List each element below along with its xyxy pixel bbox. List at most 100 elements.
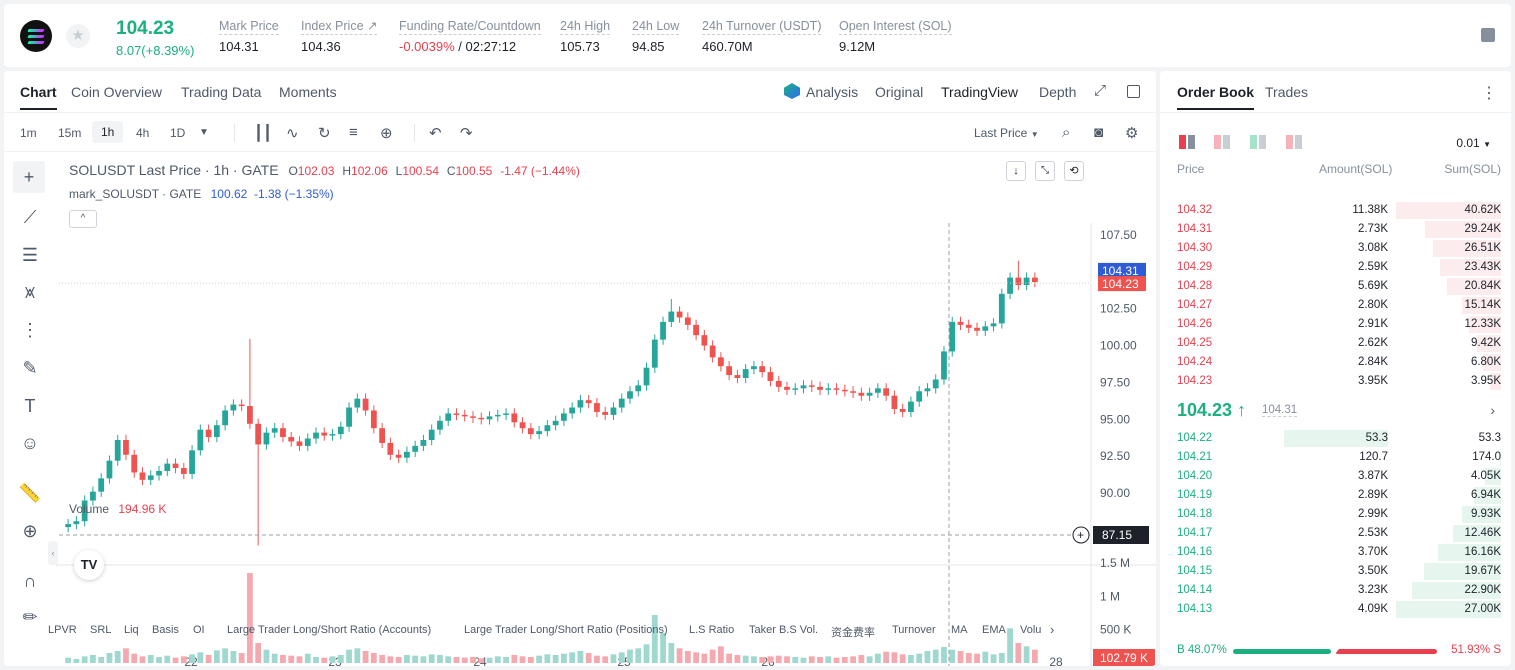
settings-list-icon[interactable]: ≡: [349, 124, 358, 141]
timeframe-1d[interactable]: 1D: [170, 126, 186, 140]
layout-alt-icon[interactable]: [1286, 135, 1302, 149]
ask-sum: 40.62K: [1464, 204, 1501, 216]
tab-trading-data[interactable]: Trading Data: [181, 84, 262, 100]
indicator-liq[interactable]: Liq: [124, 624, 139, 636]
tab-chart[interactable]: Chart: [20, 84, 57, 110]
timeframe-15m[interactable]: 15m: [58, 126, 82, 140]
camera-icon[interactable]: ◙: [1094, 124, 1104, 141]
layout-bids-icon[interactable]: [1250, 135, 1266, 149]
favorite-star-icon[interactable]: ★: [66, 24, 90, 48]
indicator-ma[interactable]: MA: [951, 624, 968, 636]
volume-bar: [602, 656, 609, 663]
view-original[interactable]: Original: [875, 84, 924, 100]
ask-row[interactable]: 104.23 3.95K 3.95K: [1160, 372, 1511, 391]
volume-bar: [486, 657, 493, 663]
ask-row[interactable]: 104.26 2.91K 12.33K: [1160, 315, 1511, 334]
indicators-icon[interactable]: ∿: [286, 125, 299, 142]
bid-row[interactable]: 104.15 3.50K 19.67K: [1160, 562, 1511, 581]
fib-icon[interactable]: ⋮: [21, 320, 39, 340]
trendline-icon[interactable]: ⟋: [23, 207, 37, 227]
indicator-turnover[interactable]: Turnover: [892, 624, 936, 636]
timeframe-4h[interactable]: 4h: [136, 126, 150, 140]
chart-toolbar: 1m 15m 1h 4h 1D ▼ ┃┃ ∿ ↻ ≡ ⊕ ↶ ↷ Last Pr…: [4, 114, 1156, 152]
indicator-taker-vol[interactable]: Taker B.S Vol.: [749, 624, 819, 636]
indicator-large-trader-accounts[interactable]: Large Trader Long/Short Ratio (Accounts): [227, 624, 432, 636]
chevron-down-icon[interactable]: ▼: [199, 127, 209, 138]
bid-row[interactable]: 104.13 4.09K 27.00K: [1160, 600, 1511, 619]
fullscreen-icon[interactable]: [1127, 85, 1140, 98]
undo-icon[interactable]: ↶: [429, 125, 442, 142]
chevron-right-icon[interactable]: ›: [1490, 402, 1495, 418]
timeframe-1h[interactable]: 1h: [92, 121, 124, 143]
crosshair-icon[interactable]: +: [13, 161, 45, 193]
price-chart[interactable]: 107.50 102.50 100.00 97.50 95.00 92.50 90.00 1.…: [4, 153, 1156, 666]
add-indicator-icon[interactable]: ⊕: [380, 125, 393, 142]
document-icon[interactable]: [1481, 28, 1495, 42]
timeframe-1m[interactable]: 1m: [20, 126, 37, 140]
indicator-volume[interactable]: Volu: [1020, 624, 1042, 636]
text-icon[interactable]: T: [24, 396, 36, 416]
ask-row[interactable]: 104.28 5.69K 20.84K: [1160, 277, 1511, 296]
bid-row[interactable]: 104.16 3.70K 16.16K: [1160, 543, 1511, 562]
pencil-lock-icon[interactable]: ✏: [22, 607, 38, 627]
layout-both-icon[interactable]: [1179, 135, 1195, 149]
precision-select[interactable]: 0.01 ▼: [1456, 136, 1491, 150]
tab-order-book[interactable]: Order Book: [1177, 84, 1255, 110]
price-type-select[interactable]: Last Price ▼: [974, 126, 1039, 140]
bid-row[interactable]: 104.18 2.99K 9.93K: [1160, 505, 1511, 524]
ask-row[interactable]: 104.27 2.80K 15.14K: [1160, 296, 1511, 315]
gear-icon[interactable]: ⚙: [1125, 125, 1139, 142]
redo-icon[interactable]: ↷: [460, 125, 473, 142]
ask-row[interactable]: 104.31 2.73K 29.24K: [1160, 220, 1511, 239]
ask-row[interactable]: 104.25 2.62K 9.42K: [1160, 334, 1511, 353]
tab-moments[interactable]: Moments: [279, 84, 337, 100]
search-icon[interactable]: ⌕: [1062, 124, 1071, 141]
ask-sum: 29.24K: [1464, 223, 1501, 235]
view-analysis[interactable]: Analysis: [806, 84, 859, 100]
bid-row[interactable]: 104.14 3.23K 22.90K: [1160, 581, 1511, 600]
expand-icon[interactable]: ⤢: [1094, 82, 1107, 99]
indicator-lpvr[interactable]: LPVR: [48, 624, 77, 636]
indicator-funding-rate[interactable]: 资金费率: [831, 627, 875, 639]
bid-row[interactable]: 104.21 120.7 174.0: [1160, 448, 1511, 467]
ask-row[interactable]: 104.24 2.84K 6.80K: [1160, 353, 1511, 372]
ask-amount: 2.62K: [1357, 337, 1388, 349]
ask-row[interactable]: 104.29 2.59K 23.43K: [1160, 258, 1511, 277]
view-depth[interactable]: Depth: [1039, 84, 1077, 100]
indicator-basis[interactable]: Basis: [152, 624, 179, 636]
ruler-icon[interactable]: 📏: [18, 483, 42, 503]
zoom-in-icon[interactable]: ⊕: [22, 521, 38, 541]
reset-icon[interactable]: ⟲: [1064, 161, 1084, 181]
indicator-ls-ratio[interactable]: L.S Ratio: [689, 624, 735, 636]
magnet-icon[interactable]: ∩: [23, 571, 37, 591]
collapse-legend-button[interactable]: ^: [69, 210, 97, 228]
emoji-icon[interactable]: ☺: [20, 433, 40, 453]
bid-row[interactable]: 104.22 53.3 53.3: [1160, 429, 1511, 448]
chevron-right-icon[interactable]: ›: [1050, 622, 1055, 637]
volume-bar: [651, 615, 658, 663]
compare-icon[interactable]: ↻: [318, 125, 331, 142]
bid-row[interactable]: 104.19 2.89K 6.94K: [1160, 486, 1511, 505]
view-tradingview[interactable]: TradingView: [941, 84, 1019, 100]
candle-body: [825, 388, 832, 390]
pattern-icon[interactable]: ⩙: [24, 282, 36, 302]
ask-row[interactable]: 104.30 3.08K 26.51K: [1160, 239, 1511, 258]
indicator-ema[interactable]: EMA: [982, 624, 1006, 636]
brush-icon[interactable]: ✎: [22, 358, 38, 378]
collapse-sidebar-icon[interactable]: ‹: [48, 541, 58, 565]
tab-trades[interactable]: Trades: [1265, 84, 1309, 100]
stat-index-price[interactable]: Index Price ↗ 104.36: [301, 18, 378, 54]
bid-row[interactable]: 104.17 2.53K 12.46K: [1160, 524, 1511, 543]
indicator-oi[interactable]: OI: [193, 624, 205, 636]
layout-asks-icon[interactable]: [1214, 135, 1230, 149]
ask-row[interactable]: 104.32 11.38K 40.62K: [1160, 201, 1511, 220]
more-icon[interactable]: ⋮: [1481, 85, 1497, 102]
candle-type-icon[interactable]: ┃┃: [254, 125, 273, 142]
horizontal-lines-icon[interactable]: ☰: [21, 245, 39, 265]
indicator-large-trader-positions[interactable]: Large Trader Long/Short Ratio (Positions…: [464, 624, 668, 636]
scroll-latest-icon[interactable]: ↓: [1006, 161, 1026, 181]
collapse-icon[interactable]: ⤡: [1035, 161, 1055, 181]
indicator-srl[interactable]: SRL: [90, 624, 112, 636]
tab-coin-overview[interactable]: Coin Overview: [71, 84, 163, 100]
bid-row[interactable]: 104.20 3.87K 4.05K: [1160, 467, 1511, 486]
